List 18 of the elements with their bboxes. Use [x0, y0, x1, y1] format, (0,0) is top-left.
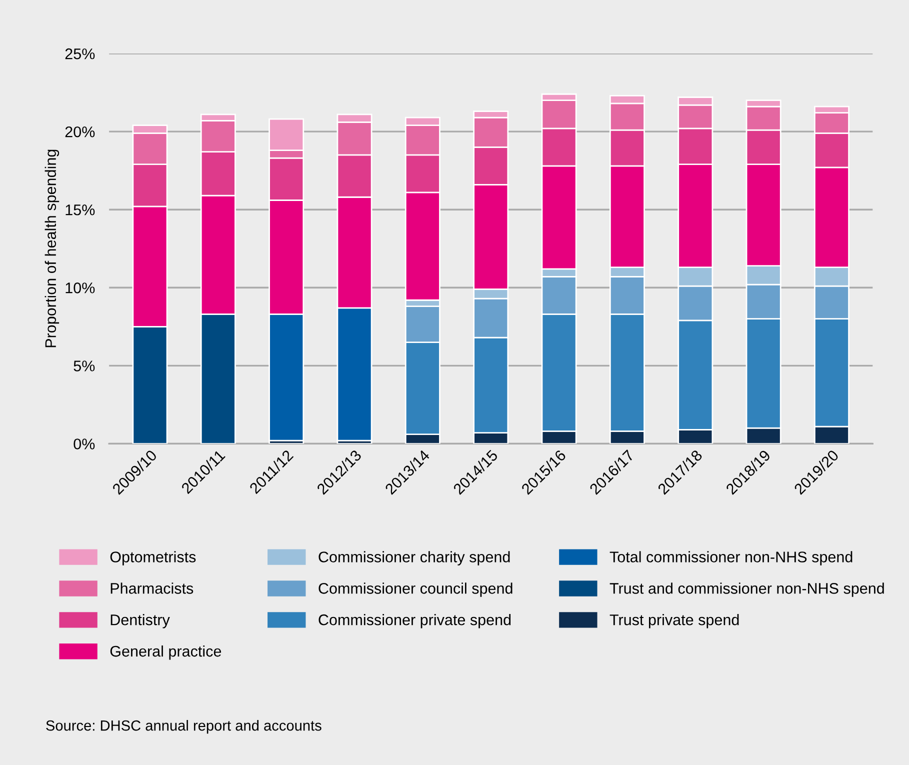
source-note: Source: DHSC annual report and accounts	[46, 720, 322, 734]
y-tick-label: 25%	[65, 48, 95, 60]
legend-label: Trust private spend	[610, 614, 739, 628]
legend-label: Optometrists	[110, 551, 196, 566]
legend-label: Dentistry	[110, 614, 170, 628]
legend-label: General practice	[110, 645, 222, 660]
y-tick-label: 5%	[74, 360, 95, 372]
legend-label: Commissioner charity spend	[318, 551, 510, 566]
y-tick-label: 10%	[66, 282, 95, 294]
y-tick-label: 0%	[74, 438, 95, 450]
legend-label: Commissioner council spend	[318, 582, 512, 597]
legend-label: Trust and commissioner non-NHS spend	[610, 582, 884, 597]
legend-label: Commissioner private spend	[318, 614, 511, 628]
y-axis-title: Proportion of health spending	[44, 150, 60, 348]
legend-label: Total commissioner non-NHS spend	[610, 551, 852, 566]
y-tick-label: 20%	[65, 126, 95, 138]
y-tick-label: 15%	[66, 204, 95, 216]
legend-label: Pharmacists	[110, 582, 194, 594]
